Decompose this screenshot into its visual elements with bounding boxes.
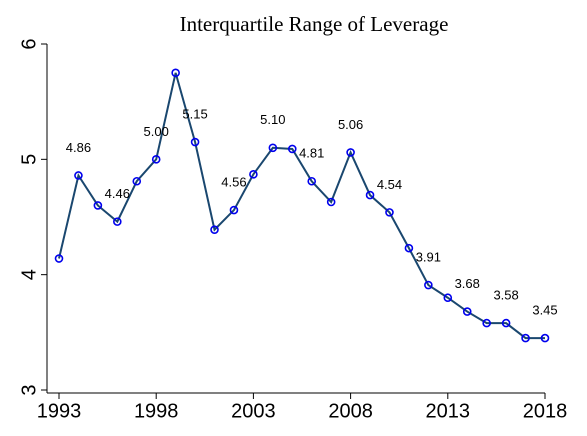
data-point <box>268 143 278 153</box>
data-point <box>540 333 550 343</box>
x-tick-label: 1993 <box>37 400 82 422</box>
x-tick-label: 2003 <box>231 400 276 422</box>
data-point <box>190 137 200 147</box>
data-point <box>307 176 317 186</box>
data-point <box>132 176 142 186</box>
data-label: 3.91 <box>416 249 441 264</box>
data-label: 4.81 <box>299 146 324 161</box>
x-tick-label: 2013 <box>426 400 471 422</box>
data-point <box>462 307 472 316</box>
data-label: 4.46 <box>105 186 130 201</box>
data-point <box>443 293 453 303</box>
data-label: 4.86 <box>66 140 91 155</box>
x-tick-label: 2008 <box>328 400 373 422</box>
data-point <box>287 144 297 154</box>
data-label: 3.58 <box>493 288 518 303</box>
x-tick-label: 2018 <box>523 400 568 422</box>
data-point <box>54 254 64 263</box>
y-tick-label: 6 <box>18 38 40 49</box>
data-point <box>346 148 355 157</box>
data-label: 5.10 <box>260 112 285 127</box>
data-point <box>229 205 239 215</box>
data-label: 4.54 <box>377 177 402 192</box>
data-point <box>482 318 491 328</box>
data-point <box>404 243 414 253</box>
data-label: 4.56 <box>221 175 246 190</box>
data-point <box>326 197 336 207</box>
data-label: 5.00 <box>144 124 169 139</box>
data-point <box>385 208 394 217</box>
data-point <box>93 201 103 210</box>
y-tick-label: 3 <box>18 384 40 395</box>
y-tick-label: 4 <box>18 269 40 280</box>
data-line <box>58 72 545 340</box>
data-point <box>365 190 375 200</box>
data-point <box>171 68 180 78</box>
data-point <box>113 217 122 226</box>
data-point <box>424 280 433 290</box>
data-point <box>521 333 530 343</box>
chart-title: Interquartile Range of Leverage <box>180 12 449 36</box>
data-point <box>249 170 258 179</box>
data-label: 3.45 <box>532 303 557 318</box>
data-point <box>210 225 219 234</box>
data-label: 5.15 <box>182 106 207 121</box>
data-label: 5.06 <box>338 117 363 132</box>
y-tick-label: 5 <box>18 154 40 165</box>
x-tick-label: 1998 <box>134 400 179 422</box>
data-label: 3.68 <box>455 276 480 291</box>
data-point <box>501 318 511 328</box>
data-point <box>151 155 161 164</box>
data-point <box>74 171 83 180</box>
